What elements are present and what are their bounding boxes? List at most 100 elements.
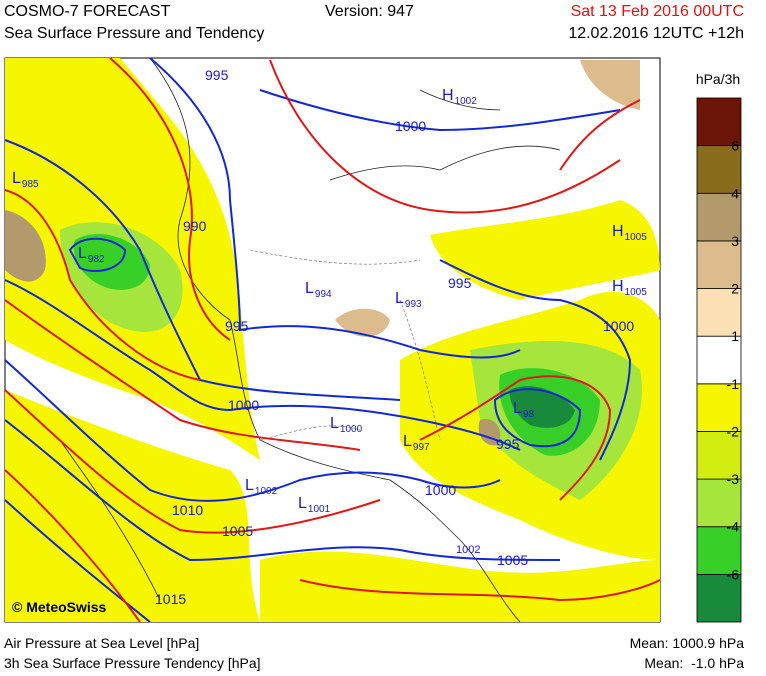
- legend-swatch: [696, 288, 742, 337]
- legend-swatch: [696, 526, 742, 575]
- tendency-area: [5, 210, 46, 282]
- legend-swatch: [696, 573, 742, 623]
- legend-tick-label: 1: [731, 328, 739, 344]
- isobar-label: 990: [183, 218, 207, 234]
- pressure-center-letter: L: [12, 170, 21, 187]
- pressure-center-value: 98: [523, 409, 535, 420]
- tendency-line: [5, 469, 141, 622]
- isobar-label: 995: [225, 318, 249, 334]
- subtitle: Sea Surface Pressure and Tendency: [4, 25, 264, 42]
- isobar: [493, 388, 582, 448]
- isobar-label: 1000: [228, 397, 259, 413]
- isobar: [149, 58, 521, 359]
- legend-tick-label: -2: [727, 423, 740, 439]
- coastline: [149, 58, 521, 622]
- pressure-center-letter: L: [330, 415, 339, 432]
- pressure-center-value: 1002: [255, 486, 278, 497]
- legend-swatch: [696, 383, 742, 432]
- isobar-label: 1005: [497, 552, 528, 568]
- coastline: [59, 89, 561, 601]
- isobar: [5, 139, 401, 401]
- legend-swatch: [696, 192, 742, 242]
- tendency-line: [5, 299, 361, 451]
- pressure-center-value: 994: [315, 289, 332, 300]
- pressure-center-letter: H: [442, 87, 454, 104]
- pressure-center-value: 1005: [625, 232, 648, 243]
- pressure-center-letter: L: [395, 290, 404, 307]
- legend-tick-label: -3: [727, 471, 740, 487]
- pressure-center-letter: L: [403, 433, 412, 450]
- pressure-center-value: 1001: [308, 504, 331, 515]
- pressure-center-letter: L: [298, 495, 307, 512]
- legend-swatch: [696, 478, 742, 528]
- isobar: [68, 237, 127, 272]
- isobar-label: 1005: [222, 523, 253, 539]
- run-time: 12.02.2016 12UTC +12h: [568, 25, 744, 42]
- pressure-center-value: 997: [413, 442, 430, 453]
- legend-tick-label: 3: [731, 233, 739, 249]
- legend-tick-label: -6: [727, 566, 740, 582]
- tendency-line: [269, 59, 621, 214]
- pressure-center-value: 982: [88, 254, 105, 265]
- tendency-line: [5, 189, 201, 381]
- pressure-center-value: 993: [405, 299, 422, 310]
- pressure-center-value: 1000: [340, 424, 363, 435]
- copyright: © MeteoSwiss: [12, 599, 107, 615]
- isobar-label: 1000: [395, 118, 426, 134]
- isobar-label: 1015: [155, 591, 186, 607]
- pressure-center-letter: L: [305, 280, 314, 297]
- legend-tick-label: -4: [727, 519, 740, 535]
- legend-tick-label: 4: [731, 185, 739, 201]
- tendency-line: [559, 99, 641, 171]
- tendency-line: [109, 58, 231, 341]
- border: [249, 249, 441, 441]
- pressure-center-letter: L: [513, 400, 522, 417]
- pressure-center-letter: L: [78, 245, 87, 262]
- isobar: [5, 499, 151, 622]
- legend-tick-label: -1: [727, 376, 740, 392]
- isobar-label: 995: [496, 436, 520, 452]
- isobar-label: 1002: [456, 544, 480, 556]
- pressure-center-letter: H: [612, 278, 624, 295]
- pressure-mean: Mean: 1000.9 hPa: [630, 635, 745, 651]
- legend-swatch: [696, 240, 742, 289]
- map: © MeteoSwiss: [4, 57, 661, 623]
- tendency-area: [73, 234, 150, 290]
- isobar-label: 1010: [172, 502, 203, 518]
- tendency-area: [335, 308, 390, 337]
- pressure-center-value: 1005: [625, 287, 648, 298]
- tendency-area: [430, 200, 660, 300]
- pressure-center-letter: L: [245, 477, 254, 494]
- tendency-line: [419, 375, 612, 501]
- tendency-area: [580, 60, 640, 110]
- isobar: [5, 359, 501, 502]
- legend-swatch: [696, 335, 742, 385]
- isobar: [5, 279, 521, 451]
- legend: hPa/3h 6 4 3 2 1 -1 -2 -3 -4 -6: [696, 71, 742, 623]
- footer-pressure: Air Pressure at Sea Level [hPa]: [4, 635, 199, 651]
- isobar: [439, 259, 632, 461]
- footer-tendency: 3h Sea Surface Pressure Tendency [hPa]: [4, 655, 261, 671]
- legend-unit: hPa/3h: [696, 71, 740, 87]
- legend-swatch: [696, 97, 742, 147]
- legend-tick-label: 6: [731, 138, 739, 154]
- isobar-label: 1000: [603, 318, 634, 334]
- tendency-mean: Mean: -1.0 hPa: [644, 655, 744, 671]
- valid-time: Sat 13 Feb 2016 00UTC: [571, 3, 744, 20]
- isobar-label: 995: [205, 67, 229, 83]
- tendency-area: [260, 551, 660, 622]
- legend-swatch: [696, 431, 742, 480]
- model-title: COSMO-7 FORECAST: [4, 3, 170, 20]
- pressure-center-value: 985: [22, 179, 39, 190]
- tendency-line: [299, 579, 660, 602]
- pressure-center-value: 1002: [455, 96, 478, 107]
- isobar: [259, 89, 621, 132]
- isobar-label: 995: [448, 275, 472, 291]
- version: Version: 947: [325, 3, 414, 20]
- isobar: [5, 419, 561, 562]
- legend-tick-label: 2: [731, 281, 739, 297]
- isobar-label: 1000: [425, 482, 456, 498]
- tendency-line: [5, 389, 381, 534]
- pressure-center-letter: H: [612, 223, 624, 240]
